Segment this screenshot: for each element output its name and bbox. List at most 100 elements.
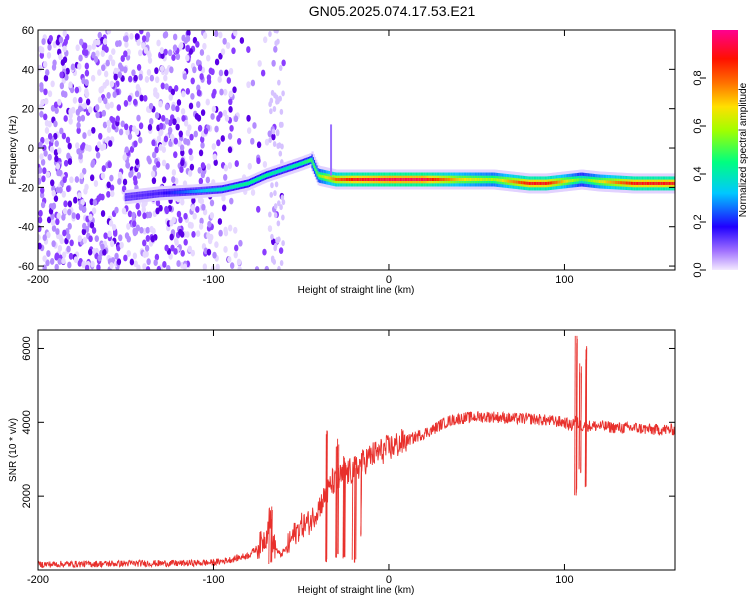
ridge-core	[565, 179, 568, 183]
ridge-core	[541, 181, 544, 185]
noise-speckle	[168, 140, 173, 147]
noise-speckle	[120, 120, 125, 128]
noise-speckle	[136, 209, 142, 217]
ridge-core	[376, 178, 379, 182]
noise-speckle	[65, 67, 70, 75]
noise-speckle	[270, 233, 274, 240]
noise-speckle	[88, 235, 93, 243]
noise-speckle	[162, 31, 168, 39]
ridge-core	[137, 194, 140, 198]
ridge-core	[390, 178, 393, 182]
noise-speckle	[60, 90, 66, 98]
ridge-core	[560, 180, 564, 184]
ridge-core	[290, 165, 293, 169]
ridge-core	[466, 178, 469, 182]
noise-speckle	[236, 258, 242, 266]
ridge-core	[367, 178, 371, 182]
noise-speckle	[45, 259, 50, 267]
noise-speckle	[54, 263, 59, 270]
ridge-core	[398, 178, 401, 182]
noise-speckle	[218, 52, 223, 60]
ridge-core	[286, 166, 290, 170]
noise-speckle	[202, 263, 208, 270]
noise-speckle	[90, 260, 95, 268]
noise-speckle	[79, 177, 84, 185]
ridge-core	[215, 188, 218, 192]
ridge-core	[429, 178, 432, 182]
noise-speckle	[213, 159, 218, 167]
ridge-core	[520, 181, 523, 185]
ridge-core	[530, 181, 533, 185]
noise-speckle	[133, 140, 138, 148]
ridge-core	[533, 181, 536, 185]
ridge-core	[469, 178, 473, 182]
ridge-core	[452, 178, 455, 182]
noise-speckle	[131, 211, 136, 219]
ridge-core	[209, 188, 212, 192]
ridge-core	[547, 181, 550, 185]
noise-speckle	[164, 83, 169, 91]
noise-speckle	[116, 104, 122, 112]
colorbar-tick-label: 0.0	[692, 262, 704, 277]
noise-speckle	[40, 186, 45, 194]
noise-speckle	[202, 32, 208, 39]
ridge-core	[456, 178, 459, 182]
ridge-core	[401, 178, 404, 182]
noise-speckle	[102, 38, 108, 45]
colorbar-gradient	[712, 30, 738, 270]
noise-speckle	[233, 115, 239, 123]
snr-x-label: Height of straight line (km)	[298, 585, 415, 596]
noise-speckle	[39, 52, 45, 59]
noise-speckle	[58, 53, 63, 61]
noise-speckle	[187, 170, 193, 177]
ridge-core	[532, 181, 535, 185]
ridge-core	[531, 181, 534, 185]
ridge-core	[269, 172, 272, 176]
ridge-core	[353, 178, 356, 182]
ridge-core	[216, 188, 220, 192]
noise-speckle	[164, 68, 169, 76]
noise-speckle	[113, 230, 118, 237]
noise-speckle	[247, 162, 252, 170]
noise-speckle	[111, 223, 117, 231]
noise-speckle	[117, 71, 123, 79]
noise-speckle	[216, 139, 221, 147]
noise-speckle	[67, 208, 72, 216]
noise-speckle	[89, 221, 95, 229]
noise-speckle	[215, 263, 220, 270]
noise-speckle	[188, 148, 193, 156]
noise-speckle	[136, 172, 142, 179]
noise-speckle	[211, 91, 216, 99]
ridge-core	[528, 181, 532, 185]
noise-speckle	[206, 232, 211, 239]
ridge-core	[143, 193, 146, 197]
noise-speckle	[156, 39, 161, 47]
noise-speckle	[151, 227, 156, 235]
noise-speckle	[42, 144, 47, 152]
noise-speckle	[50, 203, 56, 210]
ridge-core	[316, 170, 319, 174]
noise-speckle	[75, 142, 80, 150]
ridge-core	[218, 188, 221, 192]
ridge-core	[430, 178, 433, 182]
ridge-core	[552, 181, 555, 185]
ridge-core	[177, 190, 180, 194]
ridge-core	[611, 180, 614, 184]
noise-speckle	[90, 74, 96, 82]
ridge-core	[465, 178, 468, 182]
noise-speckle	[132, 175, 138, 183]
ridge-core	[160, 191, 163, 195]
ridge-core	[349, 178, 352, 182]
noise-speckle	[100, 243, 105, 251]
ridge-core	[655, 181, 658, 185]
noise-speckle	[42, 167, 47, 175]
noise-speckle	[81, 228, 87, 236]
noise-speckle	[79, 38, 84, 46]
noise-speckle	[42, 61, 48, 68]
noise-speckle	[147, 57, 153, 64]
noise-speckle	[159, 128, 164, 136]
noise-speckle	[200, 136, 205, 143]
ridge-core	[302, 161, 306, 165]
noise-speckle	[171, 104, 176, 112]
noise-speckle	[203, 127, 209, 135]
